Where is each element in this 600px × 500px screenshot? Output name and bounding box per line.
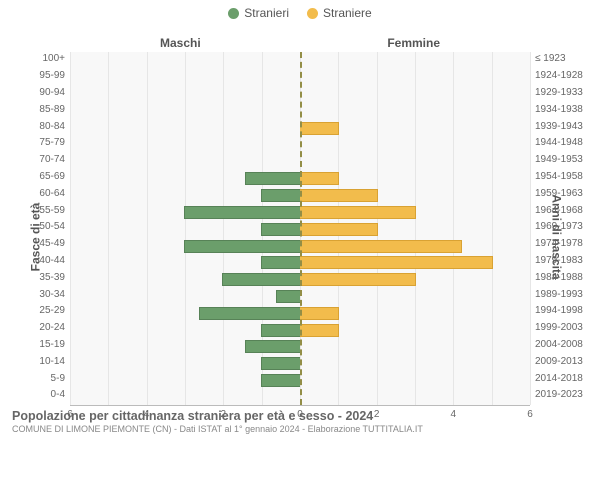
age-label: 35-39 [39, 272, 65, 283]
age-label: 30-34 [39, 289, 65, 300]
age-label: 80-84 [39, 121, 65, 132]
bar-female [300, 273, 416, 286]
age-label: 70-74 [39, 154, 65, 165]
age-label: 60-64 [39, 188, 65, 199]
birth-year-label: 1924-1928 [535, 70, 583, 81]
birth-year-label: 1964-1968 [535, 205, 583, 216]
birth-year-label: 2009-2013 [535, 356, 583, 367]
birth-year-label: 1934-1938 [535, 104, 583, 115]
age-label: 40-44 [39, 255, 65, 266]
age-label: 75-79 [39, 137, 65, 148]
bar-male [199, 307, 300, 320]
bar-female [300, 307, 339, 320]
birth-year-label: ≤ 1923 [535, 53, 566, 64]
legend-swatch-female [307, 8, 318, 19]
bar-male [261, 189, 300, 202]
age-label: 85-89 [39, 104, 65, 115]
birth-year-label: 1954-1958 [535, 171, 583, 182]
birth-year-label: 1999-2003 [535, 322, 583, 333]
bar-male [245, 172, 300, 185]
bar-female [300, 172, 339, 185]
age-label: 100+ [42, 53, 65, 64]
gridline [453, 52, 454, 405]
birth-year-label: 1944-1948 [535, 137, 583, 148]
birth-year-label: 1994-1998 [535, 305, 583, 316]
column-title-male: Maschi [160, 36, 201, 50]
bar-female [300, 240, 462, 253]
chart-footer: Popolazione per cittadinanza straniera p… [12, 409, 423, 434]
birth-year-label: 1969-1973 [535, 221, 583, 232]
age-label: 0-4 [51, 389, 65, 400]
bar-male [245, 340, 300, 353]
chart-subtitle: COMUNE DI LIMONE PIEMONTE (CN) - Dati IS… [12, 424, 423, 434]
birth-year-label: 1959-1963 [535, 188, 583, 199]
age-label: 10-14 [39, 356, 65, 367]
birth-year-label: 2014-2018 [535, 373, 583, 384]
birth-year-label: 1939-1943 [535, 121, 583, 132]
legend-item-female: Straniere [307, 6, 372, 20]
birth-year-label: 1984-1988 [535, 272, 583, 283]
age-label: 5-9 [51, 373, 65, 384]
birth-year-label: 1929-1933 [535, 87, 583, 98]
age-label: 95-99 [39, 70, 65, 81]
age-label: 20-24 [39, 322, 65, 333]
age-label: 90-94 [39, 87, 65, 98]
plot-area: 100+≤ 192395-991924-192890-941929-193385… [70, 52, 530, 406]
x-tick-label: 6 [527, 409, 533, 420]
age-label: 45-49 [39, 238, 65, 249]
bar-female [300, 256, 493, 269]
age-label: 15-19 [39, 339, 65, 350]
age-label: 65-69 [39, 171, 65, 182]
bar-female [300, 223, 378, 236]
birth-year-label: 2004-2008 [535, 339, 583, 350]
bar-male [261, 256, 300, 269]
age-label: 55-59 [39, 205, 65, 216]
birth-year-label: 1979-1983 [535, 255, 583, 266]
gridline [492, 52, 493, 405]
column-title-female: Femmine [387, 36, 440, 50]
age-label: 50-54 [39, 221, 65, 232]
bar-male [184, 206, 300, 219]
bar-male [184, 240, 300, 253]
gridline [223, 52, 224, 405]
birth-year-label: 1974-1978 [535, 238, 583, 249]
legend: Stranieri Straniere [0, 0, 600, 20]
legend-item-male: Stranieri [228, 6, 289, 20]
age-label: 25-29 [39, 305, 65, 316]
gridline [108, 52, 109, 405]
legend-label-female: Straniere [323, 6, 372, 20]
bar-male [261, 374, 300, 387]
birth-year-label: 1989-1993 [535, 289, 583, 300]
bar-male [261, 357, 300, 370]
gridline [415, 52, 416, 405]
gridline [70, 52, 71, 405]
bar-female [300, 122, 339, 135]
x-tick-label: 4 [451, 409, 457, 420]
population-pyramid-chart: Maschi Femmine Fasce di età Anni di nasc… [0, 20, 600, 440]
legend-label-male: Stranieri [244, 6, 289, 20]
bar-male [261, 324, 300, 337]
bar-male [276, 290, 300, 303]
bar-female [300, 189, 378, 202]
birth-year-label: 2019-2023 [535, 389, 583, 400]
bar-female [300, 206, 416, 219]
gridline [147, 52, 148, 405]
legend-swatch-male [228, 8, 239, 19]
bar-female [300, 324, 339, 337]
bar-male [222, 273, 300, 286]
gridline [185, 52, 186, 405]
chart-title: Popolazione per cittadinanza straniera p… [12, 409, 423, 423]
center-divider [300, 52, 302, 405]
bar-male [261, 223, 300, 236]
birth-year-label: 1949-1953 [535, 154, 583, 165]
gridline [530, 52, 531, 405]
